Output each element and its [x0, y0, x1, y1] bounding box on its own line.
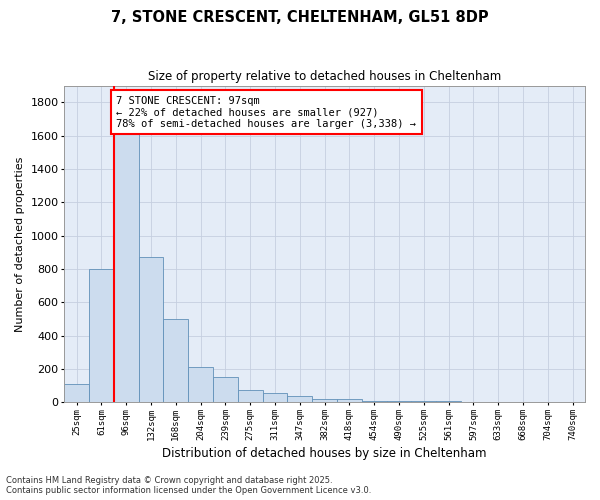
Text: Contains HM Land Registry data © Crown copyright and database right 2025.
Contai: Contains HM Land Registry data © Crown c… — [6, 476, 371, 495]
X-axis label: Distribution of detached houses by size in Cheltenham: Distribution of detached houses by size … — [163, 447, 487, 460]
Bar — [263, 393, 287, 402]
Bar — [114, 127, 139, 402]
Text: 7, STONE CRESCENT, CHELTENHAM, GL51 8DP: 7, STONE CRESCENT, CHELTENHAM, GL51 8DP — [111, 10, 489, 25]
Bar — [362, 400, 386, 402]
Bar — [188, 367, 213, 402]
Bar — [238, 390, 263, 402]
Title: Size of property relative to detached houses in Cheltenham: Size of property relative to detached ho… — [148, 70, 501, 83]
Bar — [287, 396, 312, 402]
Bar — [386, 401, 412, 402]
Y-axis label: Number of detached properties: Number of detached properties — [15, 156, 25, 332]
Bar — [64, 384, 89, 402]
Bar — [213, 377, 238, 402]
Bar — [163, 319, 188, 402]
Bar — [337, 399, 362, 402]
Bar — [89, 269, 114, 402]
Bar — [139, 257, 163, 402]
Text: 7 STONE CRESCENT: 97sqm
← 22% of detached houses are smaller (927)
78% of semi-d: 7 STONE CRESCENT: 97sqm ← 22% of detache… — [116, 96, 416, 129]
Bar — [312, 399, 337, 402]
